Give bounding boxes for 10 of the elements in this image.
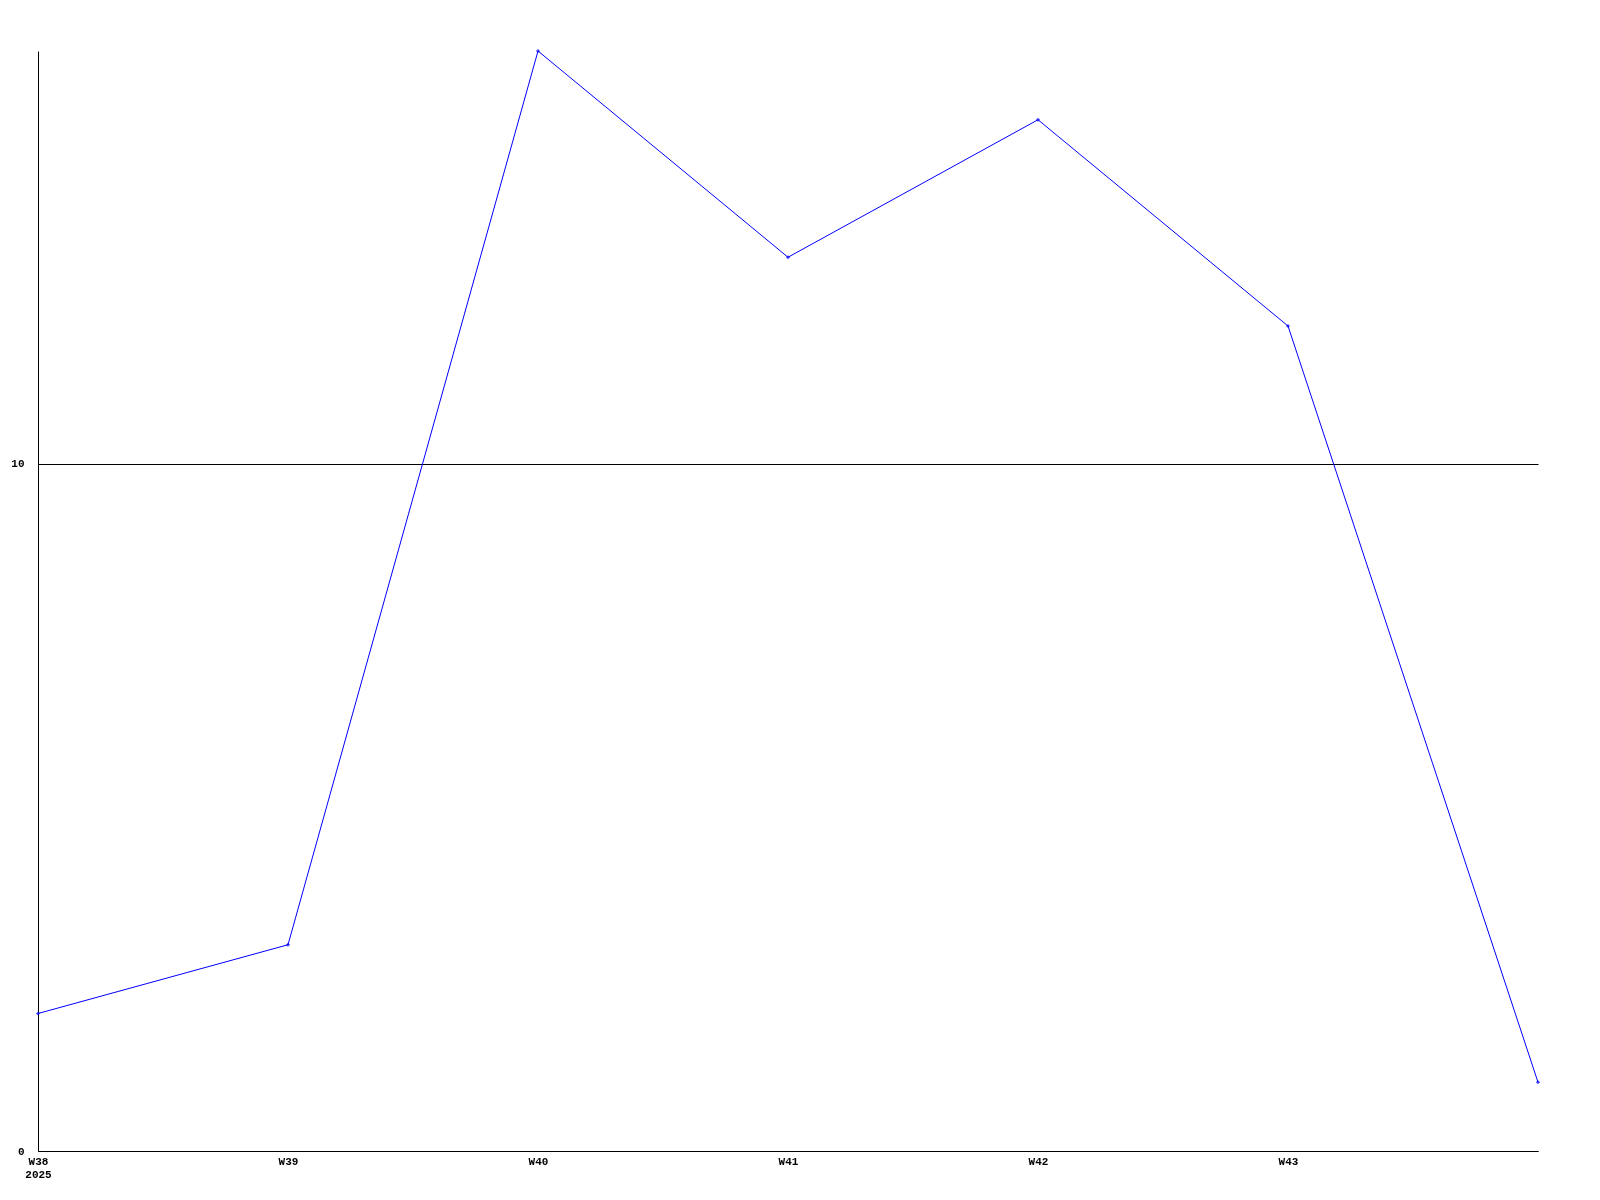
- y-tick-label: 0: [17, 1145, 25, 1158]
- x-tick-label: W38 2025: [25, 1155, 53, 1181]
- x-tick-label: W43: [1278, 1155, 1299, 1168]
- x-tick-label: W39: [278, 1155, 299, 1168]
- x-tick-label: W40: [528, 1155, 549, 1168]
- x-tick-label: W41: [778, 1155, 799, 1168]
- point: [1285, 323, 1291, 329]
- x-tick-label: W42: [1028, 1155, 1049, 1168]
- point: [535, 48, 541, 54]
- y-tick-label: 10: [11, 458, 25, 470]
